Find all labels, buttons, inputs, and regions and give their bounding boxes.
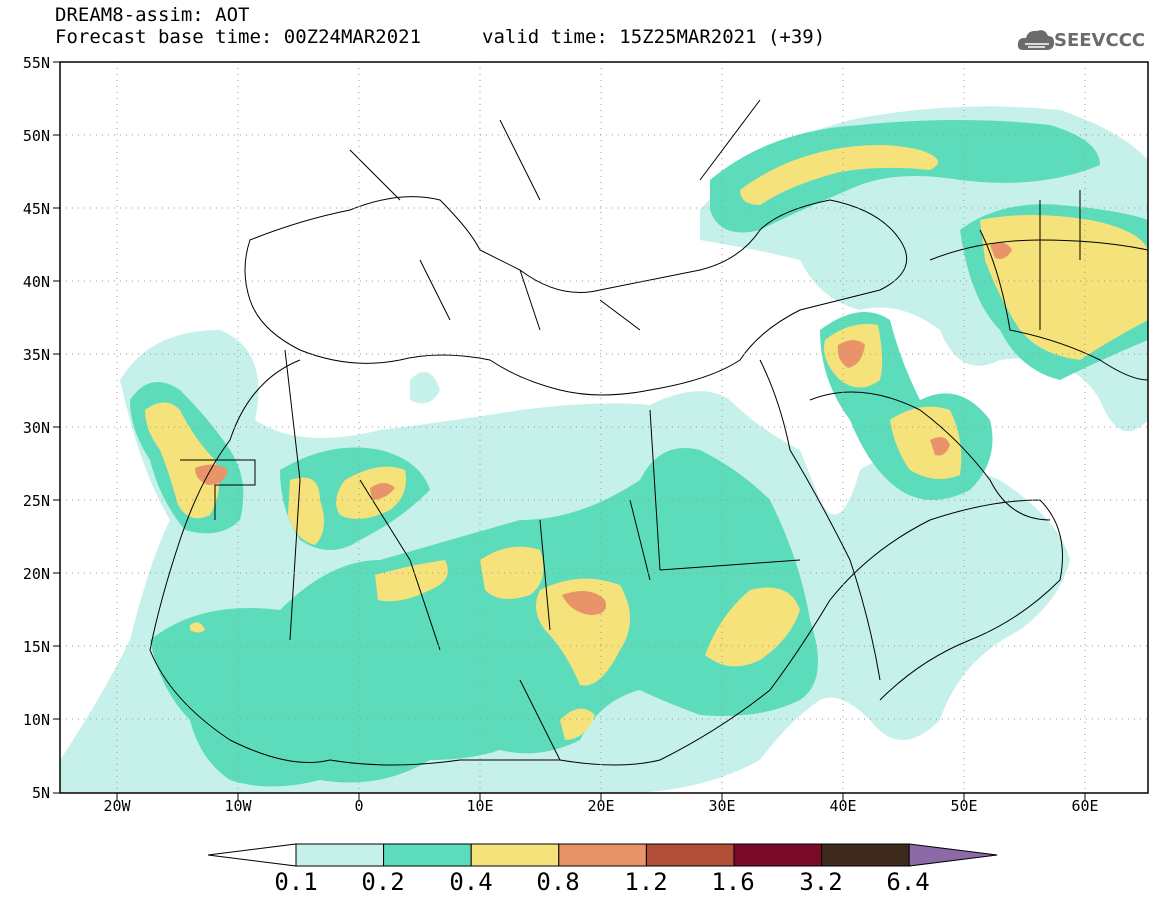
lat-label: 55N bbox=[22, 54, 50, 72]
lat-label: 5N bbox=[31, 784, 50, 802]
colorbar-label: 6.4 bbox=[886, 868, 930, 896]
colorbar-label: 0.4 bbox=[449, 868, 493, 896]
lat-label: 40N bbox=[22, 273, 50, 291]
colorbar-label: 1.2 bbox=[624, 868, 668, 896]
colorbar-cell bbox=[733, 843, 823, 867]
colorbar-over-triangle bbox=[908, 843, 998, 867]
lon-label: 10W bbox=[224, 797, 252, 815]
seevccc-logo: SEEVCCC bbox=[1054, 30, 1146, 51]
lat-label: 50N bbox=[22, 127, 50, 145]
lat-label: 35N bbox=[22, 346, 50, 364]
colorbar-under-triangle bbox=[207, 843, 297, 867]
colorbar-cell bbox=[558, 843, 647, 867]
axis-ticks bbox=[53, 61, 1086, 800]
colorbar-cell bbox=[295, 843, 385, 867]
lon-label: 60E bbox=[1071, 797, 1099, 815]
gridlines bbox=[60, 62, 1148, 793]
map-title: DREAM8-assim: AOT bbox=[55, 4, 250, 26]
lon-label: 20W bbox=[103, 797, 131, 815]
colorbar-cell bbox=[645, 843, 735, 867]
lat-label: 45N bbox=[22, 200, 50, 218]
lat-label: 10N bbox=[22, 711, 50, 729]
cloud-icon bbox=[1017, 30, 1055, 50]
colorbar-label: 0.2 bbox=[361, 868, 405, 896]
colorbar-cell bbox=[383, 843, 472, 867]
lat-label: 20N bbox=[22, 565, 50, 583]
lat-label: 15N bbox=[22, 638, 50, 656]
lat-label: 25N bbox=[22, 492, 50, 510]
lon-label: 40E bbox=[829, 797, 857, 815]
colorbar-label: 1.6 bbox=[711, 868, 755, 896]
lon-label: 10E bbox=[466, 797, 494, 815]
colorbar-label: 0.1 bbox=[274, 868, 318, 896]
coastlines bbox=[149, 99, 1148, 766]
lon-label: 0 bbox=[354, 797, 364, 815]
lon-label: 30E bbox=[708, 797, 736, 815]
colorbar-label: 0.8 bbox=[536, 868, 580, 896]
lon-label: 50E bbox=[950, 797, 978, 815]
colorbar-cell bbox=[470, 843, 560, 867]
valid-time: valid time: 15Z25MAR2021 (+39) bbox=[482, 26, 826, 48]
colorbar-label: 3.2 bbox=[799, 868, 843, 896]
colorbar-cell bbox=[821, 843, 910, 867]
lat-label: 30N bbox=[22, 419, 50, 437]
lon-label: 20E bbox=[587, 797, 615, 815]
forecast-base-time: Forecast base time: 00Z24MAR2021 bbox=[55, 26, 422, 48]
